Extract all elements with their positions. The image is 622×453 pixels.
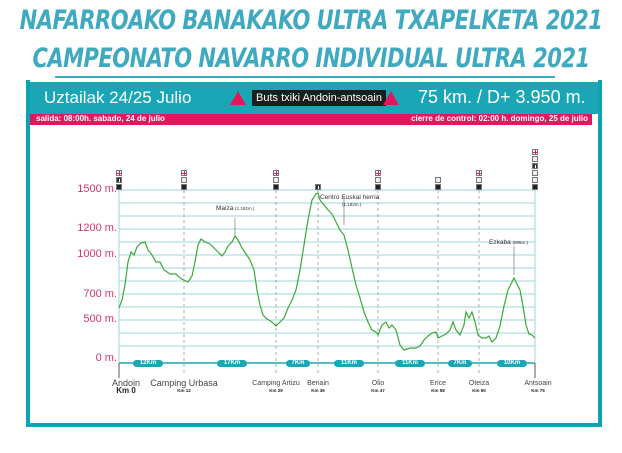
- waypoint-camping-urbasa: Camping Urbasa: [150, 378, 218, 388]
- distance-elevation: 75 km. / D+ 3.950 m.: [418, 87, 586, 107]
- segment-pill: 7Km: [448, 360, 472, 367]
- cutoff-clock-icon: [476, 184, 482, 190]
- peak-maiza: Maiza (1.182m.): [216, 205, 254, 212]
- waypoint-andoin: Andoin: [111, 378, 141, 388]
- segment-pill: 12Km: [133, 360, 163, 367]
- first-aid-icon: [532, 149, 538, 155]
- segment-pill: 7Km: [286, 360, 310, 367]
- route-name: Buts txiki Andoin-antsoain: [252, 90, 386, 106]
- waypoint-km: Km 0: [116, 386, 136, 395]
- peak-name: Ezkaba: [489, 239, 511, 246]
- schedule-bar: salida: 08:00h. sabado, 24 de julio cier…: [30, 114, 592, 125]
- segment-pill: 11Km: [395, 360, 425, 367]
- mountain-icon: [230, 91, 246, 105]
- waypoint-km: Km 75: [531, 388, 545, 393]
- segment-pill: 17Km: [217, 360, 247, 367]
- waypoint-km: Km 12: [177, 388, 191, 393]
- waypoint-camping-artizu: Camping Artizu: [252, 380, 300, 387]
- waypoint-km: Km 47: [371, 388, 385, 393]
- drink-icon: [375, 177, 381, 183]
- food-icon: [532, 170, 538, 176]
- y-tick-500: 500 m.: [83, 313, 117, 325]
- race-date: Uztailak 24/25 Julio: [44, 88, 192, 107]
- drink-icon: [181, 177, 187, 183]
- first-aid-icon: [116, 170, 122, 176]
- y-tick-1000: 1000 m.: [77, 248, 117, 260]
- waypoint-antsoain: Antsoain: [524, 380, 552, 387]
- title-underline: [55, 76, 555, 78]
- cutoff-time: cierre de control: 02:00 h. domingo, 25 …: [411, 114, 588, 123]
- peak-centro-elevation: (1.182m.): [342, 201, 361, 208]
- waypoint-km: Km 65: [472, 388, 486, 393]
- waypoint-olio: Olio: [371, 380, 385, 387]
- cutoff-clock-icon: [532, 184, 538, 190]
- cutoff-clock-icon: [435, 184, 441, 190]
- shower-icon: [532, 156, 538, 162]
- segment-pill: 10Km: [497, 360, 527, 367]
- peak-elevation: (1.182m.): [342, 202, 362, 207]
- waypoint-km: Km 36: [311, 388, 325, 393]
- waypoint-beriain: Beriain: [307, 380, 329, 387]
- y-tick-0: 0 m.: [95, 352, 117, 364]
- finish-icon: [532, 163, 538, 169]
- first-aid-icon: [273, 170, 279, 176]
- cutoff-clock-icon: [273, 184, 279, 190]
- title-line-1: NAFARROAKO BANAKAKO ULTRA TXAPELKETA 202…: [19, 5, 603, 35]
- mountain-icon: [383, 91, 399, 105]
- peak-elevation: (895m.): [512, 240, 529, 245]
- annotation-leaders: [234, 197, 515, 275]
- elevation-line: [118, 192, 536, 351]
- drink-icon: [435, 177, 441, 183]
- peak-elevation: (1.182m.): [235, 206, 255, 211]
- cutoff-clock-icon: [181, 184, 187, 190]
- waypoint-lines: [183, 190, 480, 375]
- first-aid-icon: [476, 170, 482, 176]
- bag-drop-icon: [315, 184, 321, 190]
- cutoff-clock-icon: [375, 184, 381, 190]
- race-header: Uztailak 24/25 Julio Buts txiki Andoin-a…: [30, 82, 598, 114]
- peak-name: Maiza: [216, 205, 234, 212]
- bag-drop-icon: [116, 177, 122, 183]
- first-aid-icon: [375, 170, 381, 176]
- y-tick-700: 700 m.: [83, 288, 117, 300]
- start-time: salida: 08:00h. sabado, 24 de julio: [36, 114, 165, 123]
- cutoff-clock-icon: [116, 184, 122, 190]
- peak-centro-euskal-herria: Centro Euskal herria: [320, 194, 379, 201]
- title-line-2: CAMPEONATO NAVARRO INDIVIDUAL ULTRA 2021: [32, 43, 590, 73]
- peak-name: Centro Euskal herria: [320, 194, 380, 201]
- y-tick-1500: 1500 m.: [77, 183, 117, 195]
- grid-lines: [119, 189, 535, 347]
- segment-pill: 11Km: [334, 360, 364, 367]
- drink-icon: [273, 177, 279, 183]
- waypoint-oteiza: Oteiza: [468, 380, 490, 387]
- drink-icon: [476, 177, 482, 183]
- waypoint-km: Km 58: [431, 388, 445, 393]
- peak-ezkaba: Ezkaba (895m.): [489, 239, 528, 246]
- waypoint-km: Km 29: [269, 388, 283, 393]
- y-tick-1200: 1200 m.: [77, 222, 117, 234]
- waypoint-erice: Erice: [430, 380, 446, 387]
- profile-frame: [26, 80, 602, 427]
- first-aid-icon: [181, 170, 187, 176]
- drink-icon: [532, 177, 538, 183]
